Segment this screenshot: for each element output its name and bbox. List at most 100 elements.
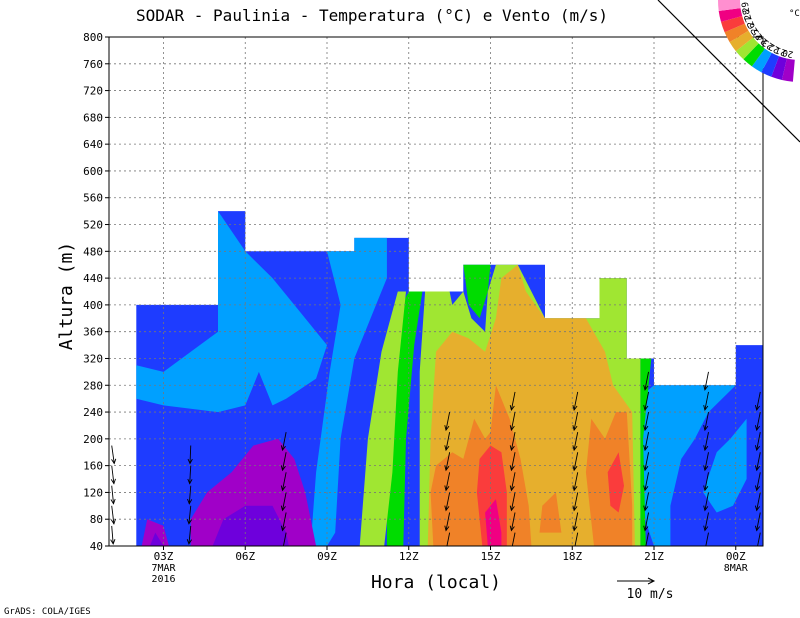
x-tick-label: 15Z [481,550,501,563]
x-tick-sublabel: 7MAR [151,563,176,574]
y-tick-label: 640 [83,138,103,151]
colorbar-label: 29 [741,1,752,13]
temperature-region-8 [359,291,406,546]
wind-vector [186,505,192,525]
wind-vector [444,472,451,492]
y-tick-label: 160 [83,460,103,473]
colorbar-label: 27 [744,14,757,28]
colorbar-segment [771,56,787,80]
wind-reference-label: 10 m/s [627,587,674,602]
y-tick-label: 480 [83,245,103,258]
wind-vector [643,371,649,391]
wind-vector [754,512,761,532]
colorbar-segment [721,16,745,33]
credit-text: GrADS: COLA/IGES [4,607,91,617]
temperature-region-3 [640,385,736,546]
colorbar-segment [781,58,795,82]
temperature-region-17 [141,519,169,546]
wind-vectors [110,371,761,546]
colorbar-segment [761,52,779,77]
wind-vector [572,532,579,546]
wind-vector [444,512,451,532]
wind-vector [280,472,287,492]
x-tick-sublabel: 2016 [151,574,175,585]
temperature-region-6 [640,358,652,546]
wind-vector [509,432,516,452]
wind-vector [754,492,761,512]
temperature-region-20 [212,505,289,546]
wind-vector [444,532,451,546]
wind-vector [703,432,709,452]
x-tick-label: 00Z [726,550,746,563]
y-tick-label: 360 [83,326,103,339]
y-axis: 40 80 120 160 200 240 280 320 360 400 440 480 520 560… [83,31,109,553]
colorbar-segment [743,43,765,67]
colorbar-segment [717,0,741,11]
wind-vector [444,411,451,432]
chart-title: SODAR - Paulinia - Temperatura (°C) e Ve… [136,6,608,25]
wind-vector [643,532,649,546]
colorbar-segment [724,23,749,43]
wind-vector [444,492,451,512]
y-tick-label: 680 [83,111,103,124]
wind-vector [110,505,116,525]
wind-vector [754,532,761,546]
y-tick-label: 560 [83,192,103,205]
wind-vector [643,472,649,492]
wind-vector [754,391,761,412]
wind-vector [280,492,287,512]
colorbar-label: 21 [774,44,788,57]
y-tick-label: 400 [83,299,103,312]
wind-vector [110,485,116,505]
colorbar-label: 20 [782,47,795,59]
temperature-region-19 [149,532,164,546]
wind-vector [754,432,761,452]
wind-vector [280,432,287,452]
wind-vector [703,512,709,532]
wind-vector [280,532,287,546]
wind-vector [509,411,516,432]
temperature-region-13 [539,492,562,533]
temperature-region-16 [485,499,502,546]
wind-vector [509,391,516,412]
wind-vector [509,532,516,546]
wind-vector [444,432,451,452]
wind-vector [572,512,579,532]
y-tick-label: 40 [90,540,103,553]
wind-vector [643,391,649,412]
wind-vector [572,452,579,472]
colorbar-segment [718,8,743,22]
wind-vector [754,472,761,492]
y-tick-label: 240 [83,406,103,419]
wind-vector [703,391,709,412]
x-tick-label: 09Z [317,550,337,563]
wind-vector [703,532,709,546]
wind-vector [280,452,287,472]
gridlines [109,37,763,546]
temperature-region-15 [607,452,624,513]
colorbar-label: 22 [767,41,781,55]
x-tick-label: 06Z [235,550,255,563]
wind-vector [572,411,579,432]
y-tick-label: 760 [83,58,103,71]
colorbar-unit: °C [789,9,800,19]
y-tick-label: 80 [90,513,103,526]
wind-vector [643,432,649,452]
y-axis-label: Altura (m) [56,242,77,350]
wind-vector [509,452,516,472]
colorbar-segment [729,30,754,52]
wind-vector [572,492,579,512]
colorbar-label: 26 [747,21,761,35]
wind-vector [643,452,649,472]
wind-vector [754,411,761,432]
colorbar-label: 28 [742,8,755,21]
wind-vector [444,452,451,472]
wind-reference: 10 m/s [617,577,674,602]
wind-vector [110,465,116,485]
wind-vector [111,445,117,465]
y-tick-label: 280 [83,379,103,392]
plot-frame [108,36,764,547]
x-tick-label: 18Z [562,550,582,563]
